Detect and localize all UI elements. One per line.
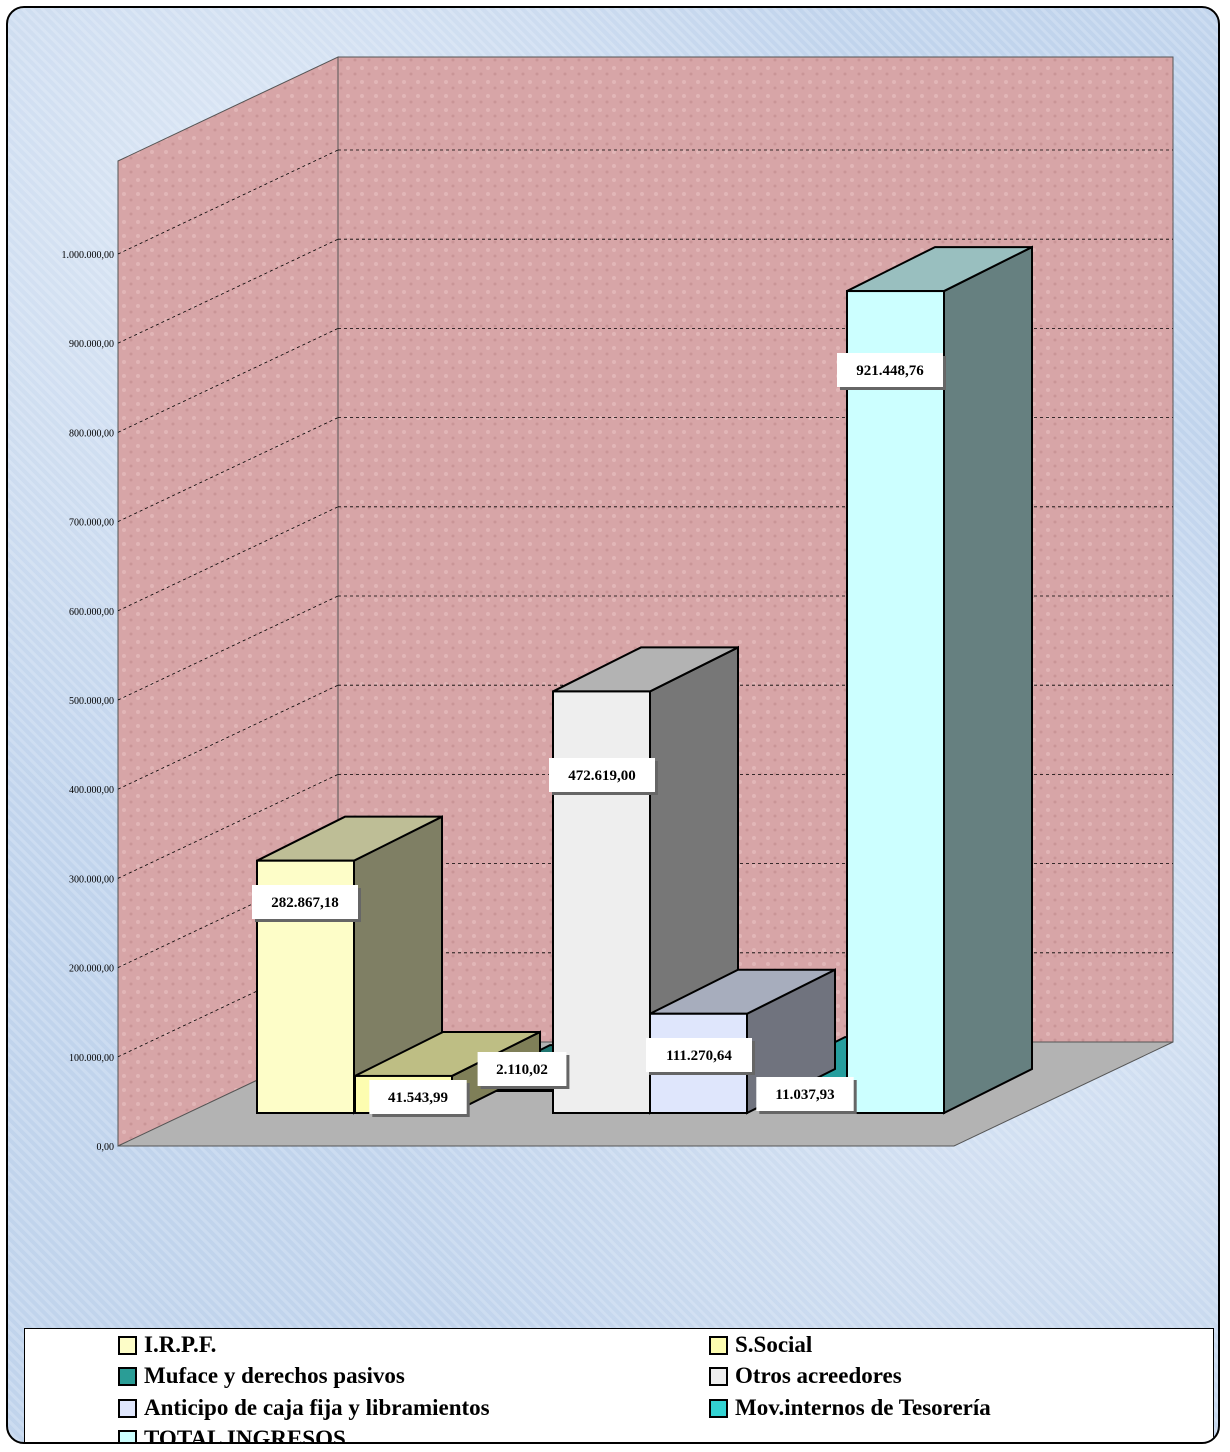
data-label-text: 11.037,93: [775, 1087, 834, 1103]
legend-label: S.Social: [735, 1332, 813, 1357]
legend-label: I.R.P.F.: [144, 1332, 217, 1357]
data-label-7: 921.448,76: [837, 353, 946, 390]
bar-7: [846, 245, 1033, 1115]
legend-label: Otros acreedores: [735, 1363, 902, 1388]
gridline-side: [117, 149, 339, 255]
back-wall: [337, 56, 1174, 1043]
legend-swatch: [118, 1366, 137, 1386]
legend-swatch: [709, 1366, 728, 1386]
y-tick-label: 300.000,00: [69, 874, 114, 885]
data-label-text: 2.110,02: [496, 1062, 548, 1078]
gridline-side: [117, 595, 339, 701]
legend-item: I.R.P.F.: [118, 1332, 216, 1358]
legend-swatch: [709, 1335, 728, 1355]
data-label-1: 282.867,18: [252, 885, 361, 922]
gridline-side: [117, 417, 339, 522]
y-tick-label: 400.000,00: [69, 785, 114, 796]
y-tick-label: 1.000.000,00: [62, 250, 115, 261]
gridline-side: [117, 774, 339, 879]
data-label-3: 2.110,02: [477, 1052, 570, 1089]
data-label-5: 111.270,64: [646, 1038, 755, 1075]
gridline-side: [117, 684, 339, 790]
legend-item: TOTAL INGRESOS: [118, 1426, 346, 1444]
bar-side: [943, 245, 1033, 1115]
chart-plot: 0,00 100.000,00 200.000,00 300.000,00 400.00…: [62, 56, 1174, 1153]
legend-swatch: [118, 1398, 137, 1418]
data-label-text: 41.543,99: [388, 1090, 448, 1106]
y-tick-label: 600.000,00: [69, 607, 114, 618]
legend-label: Mov.internos de Tesorería: [735, 1395, 991, 1420]
legend-item: Mov.internos de Tesorería: [709, 1395, 991, 1421]
legend-swatch: [118, 1429, 137, 1442]
gridline-side: [117, 952, 339, 1058]
data-label-2: 41.543,99: [369, 1080, 470, 1117]
gridline-side: [117, 328, 339, 433]
legend-item: Anticipo de caja fija y libramientos: [118, 1395, 490, 1421]
data-label-4: 472.619,00: [549, 758, 658, 795]
y-tick-label: 500.000,00: [69, 696, 114, 707]
y-tick-label: 100.000,00: [69, 1053, 114, 1064]
y-tick-label: 900.000,00: [69, 339, 114, 350]
legend-item: Otros acreedores: [709, 1363, 902, 1389]
chart-frame: 0,00 100.000,00 200.000,00 300.000,00 400.00…: [6, 6, 1220, 1444]
legend-item: S.Social: [709, 1332, 812, 1358]
y-tick-label: 700.000,00: [69, 518, 114, 529]
legend-label: Muface y derechos pasivos: [144, 1363, 405, 1388]
data-label-6: 11.037,93: [756, 1077, 857, 1114]
data-label-text: 921.448,76: [856, 363, 924, 379]
legend-swatch: [118, 1335, 137, 1355]
legend-item: Muface y derechos pasivos: [118, 1363, 405, 1389]
legend-swatch: [709, 1398, 728, 1418]
bar-front: [552, 690, 651, 1114]
data-label-text: 472.619,00: [568, 768, 636, 784]
legend: I.R.P.F. S.Social Muface y derechos pasivo…: [24, 1328, 1214, 1444]
gridline-side: [117, 506, 339, 612]
gridline-side: [117, 238, 339, 344]
y-tick-label: 200.000,00: [69, 964, 114, 975]
gridline-side: [117, 863, 339, 968]
y-tick-label: 0,00: [97, 1142, 115, 1153]
legend-label: Anticipo de caja fija y libramientos: [144, 1395, 490, 1420]
bar-front: [846, 290, 945, 1115]
y-tick-label: 800.000,00: [69, 428, 114, 439]
legend-label: TOTAL INGRESOS: [144, 1426, 346, 1444]
data-label-text: 111.270,64: [666, 1048, 732, 1064]
data-label-text: 282.867,18: [271, 895, 339, 911]
